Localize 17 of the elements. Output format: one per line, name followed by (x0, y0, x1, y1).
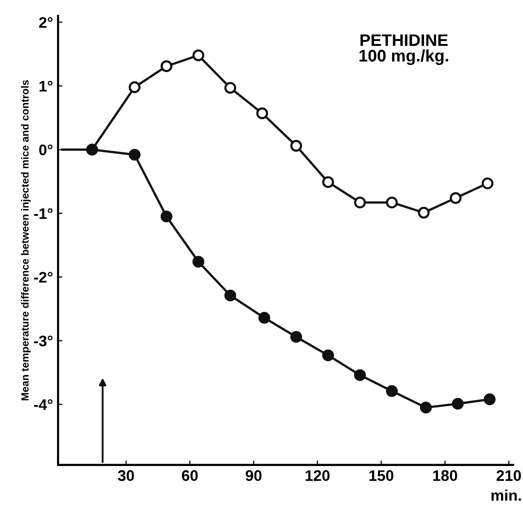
y-tick-label: 1° (40, 80, 53, 92)
y-tick-label: 2° (39, 17, 53, 28)
x-tick-label: 30 (118, 470, 134, 481)
y-axis-title: Mean temperature difference between injected mice and controls (21, 80, 31, 400)
y-tick-label: -2° (34, 272, 53, 283)
x-tick-label: 120 (306, 470, 330, 481)
x-tick-label: 180 (433, 470, 458, 481)
y-tick-label: -4° (34, 399, 53, 410)
y-tick-label: -1° (34, 208, 53, 219)
y-tick-label: 0° (39, 144, 53, 156)
annotation: PETHIDINE 100 mg./kg. (360, 34, 448, 65)
x-tick-label: 90 (246, 470, 262, 481)
x-tick-label: 210 (496, 470, 521, 481)
x-tick-label: 60 (182, 470, 198, 481)
x-tick-label: 150 (369, 470, 394, 481)
y-tick-label: -3° (34, 336, 53, 346)
x-axis-title: min. (492, 490, 521, 501)
